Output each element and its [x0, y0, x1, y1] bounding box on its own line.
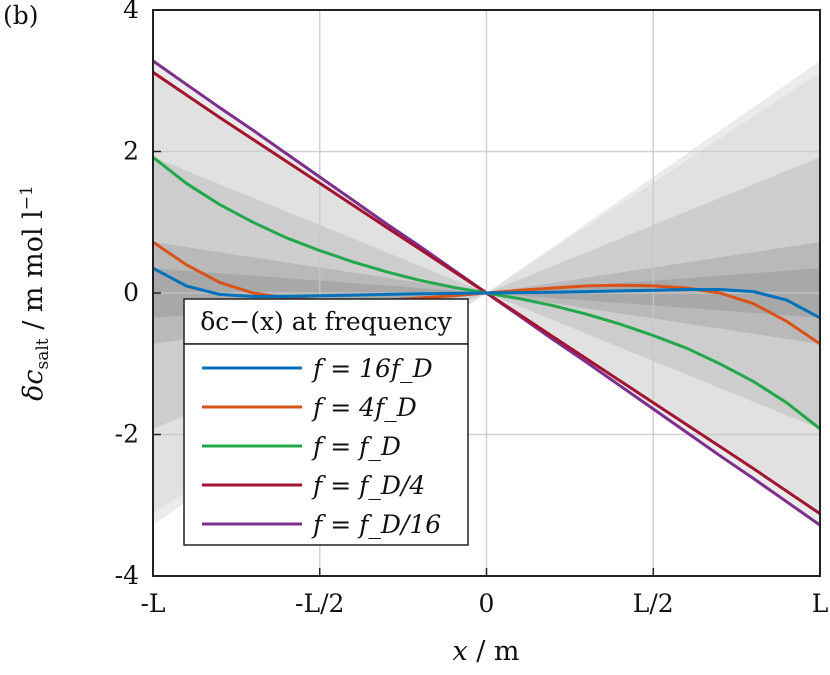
legend-label: f = 16f_D: [311, 354, 433, 383]
x-tick-label: -L: [140, 589, 165, 618]
y-tick-label: 4: [123, 0, 139, 24]
y-ticks: -4 -2 0 2 4: [115, 0, 161, 590]
legend-label: f = f_D: [311, 432, 401, 461]
x-tick-label: -L/2: [295, 589, 344, 618]
svg-text:δcsalt / m mol l−1: δcsalt / m mol l−1: [17, 185, 53, 401]
y-tick-label: 0: [123, 278, 139, 307]
legend-title: δc−(x) at frequency: [200, 307, 452, 336]
x-tick-label: 0: [479, 589, 495, 618]
panel-label: (b): [3, 1, 39, 30]
x-tick-label: L: [812, 589, 829, 618]
legend-label: f = 4f_D: [311, 393, 417, 422]
y-tick-label: -2: [115, 420, 139, 449]
series-lines: [153, 59, 820, 527]
y-tick-label: -4: [115, 561, 139, 590]
x-ticks: -L -L/2 0 L/2 L: [140, 568, 828, 618]
legend-label: f = f_D/4: [311, 471, 425, 500]
x-axis-label: x / m: [452, 636, 519, 667]
series-line: [153, 266, 820, 320]
y-axis-label: δcsalt / m mol l−1: [17, 185, 53, 401]
y-tick-label: 2: [123, 137, 139, 166]
legend: δc−(x) at frequency f = 16f_Df = 4f_Df =…: [183, 298, 469, 546]
legend-title-box: [183, 298, 469, 345]
x-tick-label: L/2: [633, 589, 674, 618]
legend-label: f = f_D/16: [311, 510, 441, 539]
